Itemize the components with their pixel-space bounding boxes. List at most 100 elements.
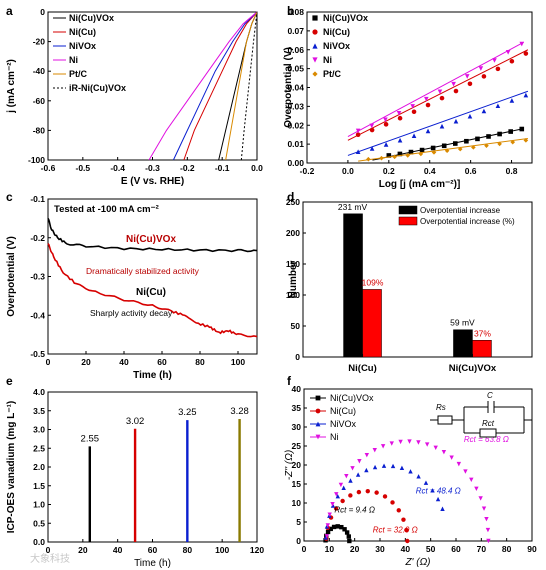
data-point-Ni [357, 459, 362, 464]
fit-line-Ni(Cu)VOx [372, 128, 522, 161]
circuit-label: Rs [436, 403, 446, 412]
x-tick-label: 20 [78, 545, 88, 555]
bar-Overpotential increase [453, 329, 473, 358]
x-tick-label: -0.6 [41, 163, 56, 173]
y-axis-label: -Z'' (Ω) [284, 450, 295, 480]
data-point-Pt/C [418, 151, 424, 157]
data-point-Ni(Cu)VOx [497, 131, 502, 137]
data-point-Ni(Cu)VOx [331, 524, 337, 530]
data-point-Ni(Cu) [397, 115, 403, 121]
y-tick-label: 0.07 [287, 26, 304, 36]
data-point-NiVOx [495, 103, 501, 109]
legend-label: Ni(Cu) [330, 406, 356, 416]
y-tick-label: -0.4 [30, 310, 45, 320]
data-point-Ni [519, 41, 525, 47]
legend-label: Overpotential increase (%) [420, 217, 515, 226]
data-label: 109% [362, 277, 384, 287]
data-label: 2.55 [81, 433, 100, 444]
x-tick-label: 20 [350, 544, 360, 554]
y-tick-label: -100 [28, 155, 45, 165]
data-point-Ni [334, 492, 339, 497]
data-point-NiVOx [341, 485, 346, 490]
data-point-NiVOx [453, 118, 459, 124]
data-point-Ni [324, 534, 330, 539]
y-tick-label: 30 [292, 422, 302, 432]
data-point-NiVOx [416, 474, 421, 479]
y-tick-label: 0.05 [287, 64, 304, 74]
data-point-NiVOx [364, 467, 369, 473]
x-tick-label: 0.0 [342, 166, 354, 176]
bar-Overpotential increase (%) [362, 289, 382, 358]
data-point-Ni [449, 455, 454, 460]
data-point-NiVOx [383, 142, 389, 147]
data-point-Ni(Cu) [365, 488, 370, 494]
fit-line-Ni(Cu) [347, 49, 529, 141]
data-point-Ni [338, 482, 344, 488]
x-tick-label: -0.2 [300, 166, 315, 176]
data-point-Ni [325, 523, 331, 528]
data-point-NiVOx [467, 113, 473, 119]
data-point-Ni(Cu)VOx [464, 138, 469, 144]
data-point-Ni [416, 440, 421, 445]
y-axis-label: ICP-OES vanadium (mg L⁻¹) [6, 401, 17, 534]
fit-line-NiVOx [347, 90, 529, 156]
panel-letter-c: c [6, 190, 13, 204]
series-line-Ni [148, 11, 258, 161]
bar-value [186, 420, 189, 542]
data-point-Ni(Cu)VOx [519, 126, 525, 132]
data-point-NiVOx [330, 503, 336, 508]
legend-label: Ni [69, 55, 78, 65]
data-point-NiVOx [372, 464, 378, 470]
data-point-Ni(Cu)VOx [344, 530, 350, 535]
data-point-Ni [369, 123, 375, 129]
data-point-NiVOx [390, 463, 396, 469]
legend-label: Pt/C [69, 69, 88, 79]
y-tick-label: 100 [286, 290, 300, 300]
x-tick-label: 0.4 [424, 166, 436, 176]
x-tick-label: 80 [195, 357, 205, 367]
data-point-Ni [396, 110, 402, 116]
plot-frame-d [302, 201, 533, 358]
data-point-Ni [344, 473, 349, 479]
x-tick-label: 0 [46, 357, 51, 367]
legend-label: Ni(Cu) [69, 27, 96, 37]
resistor-rct-icon [479, 428, 497, 438]
data-point-Ni(Cu) [467, 81, 473, 87]
y-tick-label: 0 [295, 352, 300, 362]
x-tick-label: 40 [401, 544, 411, 554]
y-tick-label: 250 [286, 197, 300, 207]
data-point-NiVOx [323, 535, 329, 540]
y-axis-label: Overpotential (V) [6, 236, 17, 317]
data-point-Ni(Cu) [453, 88, 459, 94]
data-point-Ni(Cu) [356, 489, 362, 495]
data-point-NiVOx [509, 98, 515, 103]
data-label: 59 mV [450, 318, 475, 328]
bar-Overpotential increase [343, 213, 363, 358]
data-point-Pt/C [366, 156, 371, 162]
data-point-Ni(Cu)VOx [441, 143, 447, 149]
x-tick-label: -0.2 [180, 163, 195, 173]
legend-label: Ni(Cu)VOx [330, 393, 374, 403]
y-tick-label: 50 [291, 321, 301, 331]
data-point-Ni [451, 81, 456, 87]
circuit-wire [463, 406, 532, 434]
y-tick-label: 0.04 [287, 83, 304, 93]
data-point-Pt/C [431, 150, 437, 155]
y-tick-label: 40 [292, 384, 302, 394]
annotation-text: Dramatically stabilized activity [86, 266, 200, 276]
bar-value [133, 428, 137, 542]
rct-label: Rct = 32.0 Ω [373, 525, 418, 534]
data-point-Pt/C [392, 154, 397, 160]
x-tick-label: 100 [215, 545, 229, 555]
y-tick-label: 20 [292, 460, 302, 470]
data-point-NiVOx [423, 480, 429, 485]
data-point-Ni(Cu) [396, 508, 401, 513]
data-point-Ni(Cu) [355, 132, 361, 137]
data-point-NiVOx [439, 123, 445, 129]
data-point-Ni(Cu)VOx [419, 147, 425, 153]
rct-label: Rct = 48.4 Ω [416, 487, 461, 496]
x-tick-label: 100 [231, 357, 245, 367]
y-tick-label: -0.2 [30, 233, 45, 243]
data-point-NiVOx [381, 463, 387, 468]
